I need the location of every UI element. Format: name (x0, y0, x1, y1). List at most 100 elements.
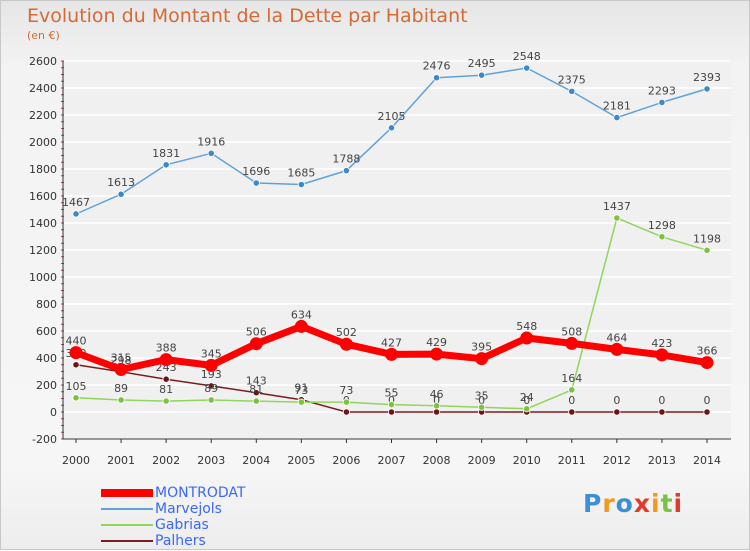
x-tick-label: 2003 (197, 454, 225, 467)
data-point-marvejols (432, 74, 441, 82)
data-label-montrodat: 427 (381, 336, 402, 349)
data-label-gabrias: 73 (339, 384, 353, 397)
data-label-palhers: 0 (658, 394, 665, 407)
data-label-marvejols: 1696 (242, 165, 270, 178)
data-label-montrodat: 395 (471, 341, 492, 354)
data-label-gabrias: 89 (204, 382, 218, 395)
x-tick-label: 2000 (62, 454, 90, 467)
data-point-marvejols (613, 113, 621, 122)
data-label-marvejols: 2548 (513, 50, 541, 63)
data-label-montrodat: 388 (156, 342, 177, 355)
data-label-marvejols: 1613 (107, 176, 135, 189)
y-tick-label: 2600 (29, 55, 57, 68)
data-label-palhers: 143 (246, 375, 267, 388)
x-tick-label: 2005 (287, 454, 315, 467)
data-point-montrodat (430, 347, 444, 361)
x-tick-label: 2007 (378, 454, 406, 467)
data-label-palhers: 0 (433, 394, 440, 407)
data-point-marvejols (478, 71, 486, 79)
data-point-marvejols (162, 161, 170, 169)
data-point-palhers (72, 361, 80, 369)
data-label-montrodat: 345 (201, 347, 222, 360)
data-label-gabrias: 46 (430, 388, 444, 401)
data-point-gabrias (162, 397, 170, 405)
data-point-marvejols (342, 167, 351, 175)
legend-label-montrodat: MONTRODAT (155, 485, 246, 501)
data-point-gabrias (207, 396, 215, 404)
data-label-palhers: 298 (111, 354, 132, 367)
data-label-palhers: 243 (156, 361, 177, 374)
data-label-marvejols: 1467 (62, 196, 90, 209)
data-label-palhers: 91 (294, 382, 308, 395)
data-point-marvejols (252, 179, 260, 187)
data-label-palhers: 0 (613, 394, 620, 407)
y-tick-label: 600 (36, 325, 57, 338)
data-point-montrodat (655, 348, 669, 362)
data-label-gabrias: 105 (66, 380, 87, 393)
data-point-marvejols (523, 64, 531, 72)
legend-label-marvejols: Marvejols (155, 501, 222, 517)
logo-letter: x (633, 489, 651, 518)
data-label-gabrias: 1198 (693, 232, 721, 245)
data-label-marvejols: 2476 (423, 60, 451, 73)
x-tick-label: 2002 (152, 454, 180, 467)
data-point-marvejols (658, 98, 666, 107)
data-point-montrodat (159, 353, 173, 367)
data-label-marvejols: 1916 (197, 135, 225, 148)
data-label-marvejols: 1788 (332, 153, 360, 166)
logo-letter: o (615, 489, 634, 518)
x-tick-label: 2009 (468, 454, 496, 467)
data-label-marvejols: 2181 (603, 100, 631, 113)
logo-letter: t (660, 489, 674, 518)
data-point-palhers (613, 408, 621, 416)
data-point-palhers (252, 389, 260, 397)
data-label-gabrias: 164 (561, 372, 582, 385)
y-tick-label: 1400 (29, 217, 57, 230)
data-label-montrodat: 366 (697, 345, 718, 358)
data-label-montrodat: 508 (561, 325, 582, 338)
data-point-gabrias (658, 233, 666, 241)
data-point-montrodat (339, 337, 353, 351)
data-point-gabrias (568, 386, 576, 394)
logo-letter: r (602, 489, 616, 518)
data-label-palhers: 0 (523, 394, 530, 407)
data-label-montrodat: 502 (336, 326, 357, 339)
data-label-montrodat: 506 (246, 326, 267, 339)
data-label-gabrias: 73 (294, 384, 308, 397)
data-point-gabrias (342, 398, 351, 406)
x-tick-label: 2014 (693, 454, 721, 467)
data-point-gabrias (613, 214, 621, 222)
data-point-palhers (342, 408, 351, 416)
data-point-montrodat (700, 356, 714, 370)
data-point-gabrias (478, 403, 486, 411)
data-point-montrodat (69, 346, 83, 360)
data-point-palhers (568, 408, 576, 416)
data-point-montrodat (385, 347, 398, 361)
data-label-gabrias: 89 (114, 382, 128, 395)
data-label-montrodat: 464 (606, 331, 627, 344)
data-point-marvejols (297, 180, 305, 189)
data-point-gabrias (297, 398, 305, 406)
data-label-gabrias: 81 (159, 383, 173, 396)
data-label-gabrias: 1298 (648, 219, 676, 232)
y-tick-label: 1000 (29, 271, 57, 284)
logo-letter: P (583, 489, 603, 518)
data-point-gabrias (432, 402, 441, 410)
chart-subtitle: (en €) (27, 29, 60, 42)
chart-title: Evolution du Montant de la Dette par Hab… (27, 5, 468, 27)
data-point-palhers (432, 408, 441, 416)
x-tick-label: 2008 (423, 454, 451, 467)
data-point-palhers (703, 408, 711, 416)
data-point-gabrias (703, 246, 711, 254)
data-label-gabrias: 35 (475, 389, 489, 402)
data-point-palhers (162, 375, 170, 383)
data-point-palhers (387, 408, 396, 416)
legend-label-palhers: Palhers (155, 533, 206, 549)
data-point-marvejols (72, 210, 80, 218)
data-point-gabrias (387, 400, 396, 409)
y-tick-label: 2200 (29, 109, 57, 122)
data-point-marvejols (568, 87, 576, 95)
data-label-marvejols: 2293 (648, 84, 676, 97)
data-point-marvejols (117, 190, 125, 198)
data-label-palhers: 0 (388, 394, 395, 407)
